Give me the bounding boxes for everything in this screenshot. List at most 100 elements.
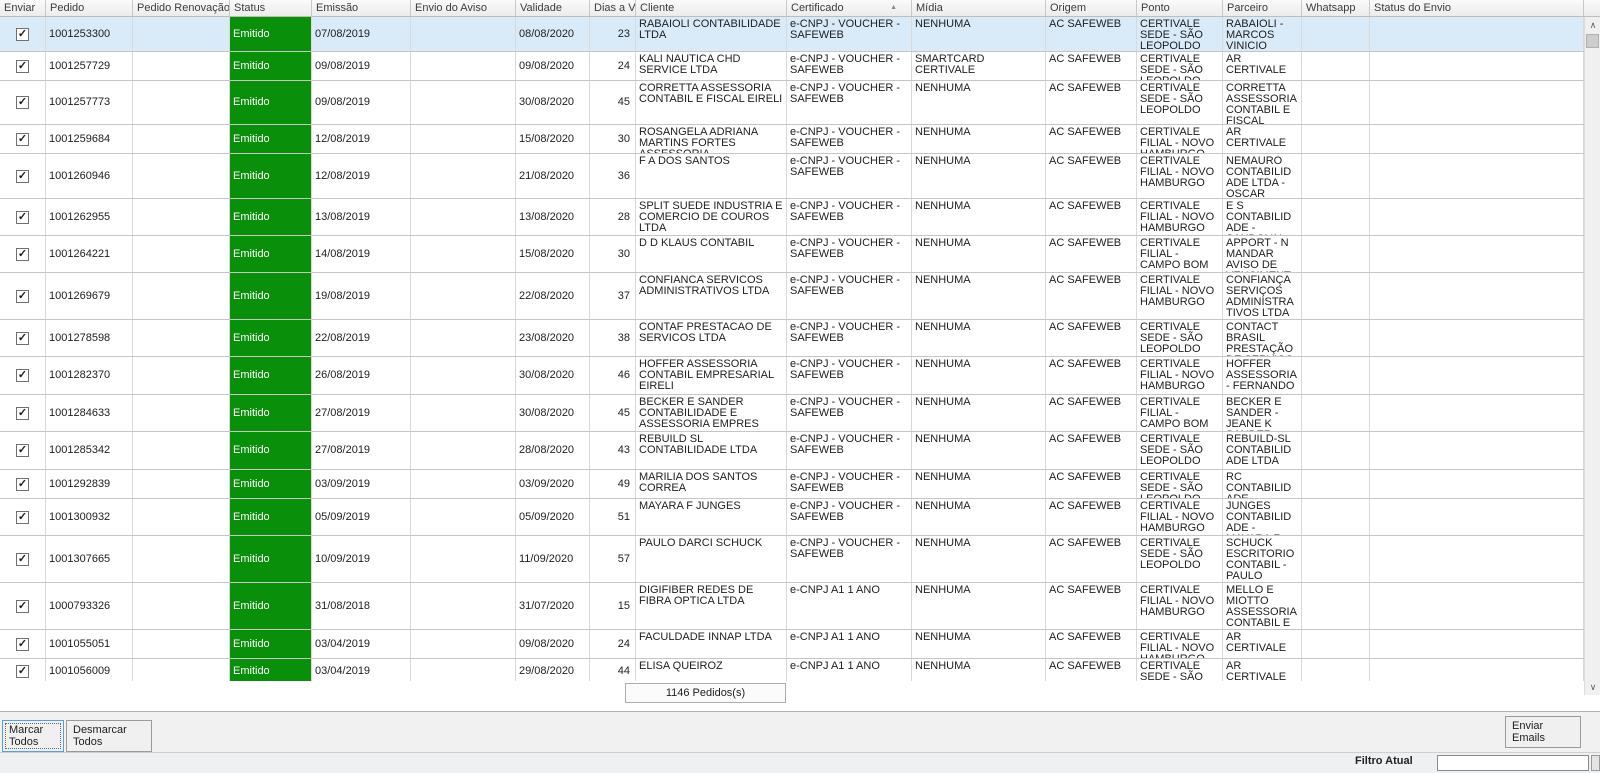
- cell-pedido_renovacao: [133, 357, 230, 394]
- table-row[interactable]: ✓ 1001282370 Emitido 26/08/2019 30/08/2020 46…: [0, 357, 1600, 395]
- cell-cliente: SPLIT SUEDE INDUSTRIA E COMERCIO DE COUR…: [636, 199, 787, 235]
- table-row[interactable]: ✓ 1001307665 Emitido 10/09/2019 11/09/2020 57…: [0, 536, 1600, 583]
- table-row[interactable]: ✓ 1000793326 Emitido 31/08/2018 31/07/2020 15…: [0, 583, 1600, 630]
- column-header-dias[interactable]: Dias a V...: [590, 0, 636, 16]
- row-checkbox-checked[interactable]: ✓: [16, 599, 29, 613]
- table-row[interactable]: ✓ 1001285342 Emitido 27/08/2019 28/08/2020 43…: [0, 432, 1600, 470]
- cell-cliente: FACULDADE INNAP LTDA: [636, 630, 787, 658]
- row-checkbox-checked[interactable]: ✓: [16, 27, 29, 41]
- cell-dias: 37: [590, 273, 636, 319]
- column-header-parceiro[interactable]: Parceiro: [1223, 0, 1302, 16]
- cell-enviar: ✓: [0, 199, 46, 235]
- cell-midia: NENHUMA: [912, 583, 1046, 629]
- table-row[interactable]: ✓ 1001300932 Emitido 05/09/2019 05/09/2020 51…: [0, 499, 1600, 536]
- row-checkbox-checked[interactable]: ✓: [16, 444, 29, 457]
- column-header-midia[interactable]: Mídia: [912, 0, 1046, 16]
- row-checkbox-checked[interactable]: ✓: [16, 96, 29, 109]
- row-checkbox-checked[interactable]: ✓: [16, 477, 29, 491]
- cell-whatsapp: [1302, 470, 1370, 498]
- row-checkbox-checked[interactable]: ✓: [16, 132, 29, 146]
- column-header-validade[interactable]: Validade: [516, 0, 590, 16]
- filtro-atual-input[interactable]: [1437, 755, 1589, 771]
- table-row[interactable]: ✓ 1001269679 Emitido 19/08/2019 22/08/2020 37…: [0, 273, 1600, 320]
- cell-pedido: 1001285342: [46, 432, 133, 469]
- column-header-enviar[interactable]: Enviar: [0, 0, 46, 16]
- cell-validade: 28/08/2020: [516, 432, 590, 469]
- table-row[interactable]: ✓ 1001055051 Emitido 03/04/2019 09/08/2020 24…: [0, 630, 1600, 659]
- cell-status_envio: [1370, 583, 1584, 629]
- column-header-emissao[interactable]: Emissão: [312, 0, 411, 16]
- column-header-pedido[interactable]: Pedido: [46, 0, 133, 16]
- row-checkbox-checked[interactable]: ✓: [16, 59, 29, 73]
- table-row[interactable]: ✓ 1001260946 Emitido 12/08/2019 21/08/2020 36…: [0, 154, 1600, 199]
- desmarcar-todos-button[interactable]: Desmarcar Todos: [66, 720, 152, 752]
- column-header-whatsapp[interactable]: Whatsapp: [1302, 0, 1370, 16]
- vertical-scrollbar[interactable]: ∧ ∨: [1584, 17, 1600, 695]
- row-checkbox-checked[interactable]: ✓: [16, 210, 29, 224]
- table-row[interactable]: ✓ 1001056009 Emitido 03/04/2019 29/08/2020 44…: [0, 659, 1600, 681]
- cell-emissao: 31/08/2018: [312, 583, 411, 629]
- table-row[interactable]: ✓ 1001257773 Emitido 09/08/2019 30/08/2020 45…: [0, 81, 1600, 125]
- cell-status: Emitido: [230, 81, 312, 124]
- row-checkbox-checked[interactable]: ✓: [16, 665, 29, 678]
- cell-pedido: 1001264221: [46, 236, 133, 272]
- row-checkbox-checked[interactable]: ✓: [16, 369, 29, 382]
- cell-enviar: ✓: [0, 17, 46, 51]
- scroll-up-button[interactable]: ∧: [1585, 17, 1600, 33]
- cell-certificado: e-CNPJ - VOUCHER - SAFEWEB: [787, 536, 912, 582]
- cell-pedido_renovacao: [133, 125, 230, 153]
- row-checkbox-checked[interactable]: ✓: [16, 552, 29, 566]
- column-header-pedido_renovacao[interactable]: Pedido Renovação: [133, 0, 230, 16]
- table-row[interactable]: ✓ 1001257729 Emitido 09/08/2019 09/08/2020 24…: [0, 52, 1600, 81]
- cell-status: Emitido: [230, 583, 312, 629]
- table-row[interactable]: ✓ 1001292839 Emitido 03/09/2019 03/09/2020 49…: [0, 470, 1600, 499]
- cell-emissao: 07/08/2019: [312, 17, 411, 51]
- column-header-label: Emissão: [316, 2, 359, 14]
- cell-status_envio: [1370, 154, 1584, 198]
- cell-dias: 38: [590, 320, 636, 356]
- table-row[interactable]: ✓ 1001259684 Emitido 12/08/2019 15/08/2020 30…: [0, 125, 1600, 154]
- column-header-ponto[interactable]: Ponto: [1137, 0, 1223, 16]
- cell-whatsapp: [1302, 630, 1370, 658]
- column-header-status[interactable]: Status: [230, 0, 312, 16]
- table-row[interactable]: ✓ 1001262955 Emitido 13/08/2019 13/08/2020 28…: [0, 199, 1600, 236]
- cell-pedido_renovacao: [133, 470, 230, 498]
- enviar-emails-button[interactable]: Enviar Emails: [1505, 716, 1581, 748]
- column-header-envio_aviso[interactable]: Envio do Aviso: [411, 0, 516, 16]
- scroll-down-button[interactable]: ∨: [1585, 679, 1600, 695]
- cell-cliente: DIGIFIBER REDES DE FIBRA OPTICA LTDA: [636, 583, 787, 629]
- table-row[interactable]: ✓ 1001284633 Emitido 27/08/2019 30/08/2020 45…: [0, 395, 1600, 432]
- row-checkbox-checked[interactable]: ✓: [16, 406, 29, 420]
- column-header-certificado[interactable]: Certificado ▲: [787, 0, 912, 16]
- cell-ponto: CERTIVALE FILIAL - NOVO HAMBURGO: [1137, 583, 1223, 629]
- row-checkbox-checked[interactable]: ✓: [16, 510, 29, 524]
- column-header-cliente[interactable]: Cliente: [636, 0, 787, 16]
- cell-parceiro: AR CERTIVALE: [1223, 659, 1302, 681]
- row-checkbox-checked[interactable]: ✓: [16, 637, 29, 651]
- cell-dias: 24: [590, 52, 636, 80]
- table-row[interactable]: ✓ 1001278598 Emitido 22/08/2019 23/08/2020 38…: [0, 320, 1600, 357]
- table-row[interactable]: ✓ 1001253300 Emitido 07/08/2019 08/08/2020 23…: [0, 17, 1600, 52]
- cell-whatsapp: [1302, 236, 1370, 272]
- scrollbar-thumb[interactable]: [1586, 34, 1599, 48]
- cell-pedido: 1001278598: [46, 320, 133, 356]
- cell-pedido: 1001253300: [46, 17, 133, 51]
- column-header-label: Dias a V...: [594, 2, 635, 14]
- marcar-todos-button[interactable]: Marcar Todos: [2, 720, 64, 752]
- row-checkbox-checked[interactable]: ✓: [16, 169, 29, 183]
- table-row[interactable]: ✓ 1001264221 Emitido 14/08/2019 15/08/2020 30…: [0, 236, 1600, 273]
- cell-dias: 43: [590, 432, 636, 469]
- column-header-status_envio[interactable]: Status do Envio: [1370, 0, 1584, 16]
- row-checkbox-checked[interactable]: ✓: [16, 289, 29, 303]
- row-checkbox-checked[interactable]: ✓: [16, 331, 29, 345]
- cell-certificado: e-CNPJ - VOUCHER - SAFEWEB: [787, 273, 912, 319]
- cell-certificado: e-CNPJ A1 1 ANO: [787, 583, 912, 629]
- row-checkbox-checked[interactable]: ✓: [16, 247, 29, 261]
- cell-midia: NENHUMA: [912, 320, 1046, 356]
- cell-midia: NENHUMA: [912, 630, 1046, 658]
- cell-status_envio: [1370, 536, 1584, 582]
- cell-whatsapp: [1302, 81, 1370, 124]
- cell-ponto: CERTIVALE FILIAL - NOVO HAMBURGO: [1137, 357, 1223, 394]
- cell-status_envio: [1370, 470, 1584, 498]
- column-header-origem[interactable]: Origem: [1046, 0, 1137, 16]
